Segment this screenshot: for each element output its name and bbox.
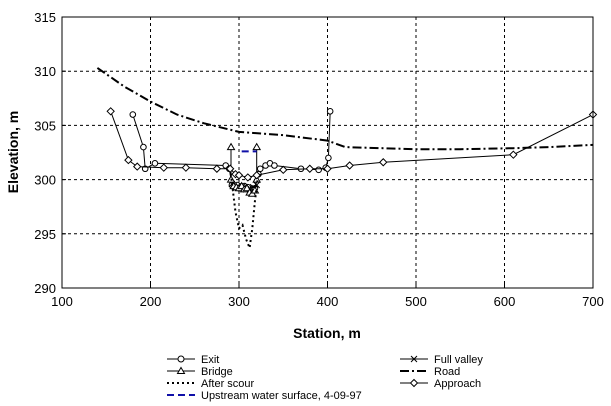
legend-label-bridge: Bridge <box>201 366 233 378</box>
y-tick-label: 290 <box>34 281 56 296</box>
legend-label-full-valley: Full valley <box>434 354 483 366</box>
series-road <box>96 67 594 151</box>
data-point-exit <box>151 160 159 167</box>
data-point-bridge <box>242 183 252 192</box>
data-point-bridge <box>226 142 236 151</box>
data-point-approach <box>212 164 222 173</box>
data-point-exit <box>325 154 332 162</box>
data-point-approach <box>133 162 142 171</box>
legend-marker-full-valley <box>410 355 418 363</box>
series-after_scour <box>229 168 259 252</box>
y-tick-label: 295 <box>34 227 56 242</box>
data-point-approach <box>159 163 168 172</box>
data-point-approach <box>252 171 261 180</box>
x-tick-label: 700 <box>582 294 604 309</box>
data-point-exit <box>256 165 264 173</box>
x-tick-label: 400 <box>317 294 339 309</box>
x-tick-label: 600 <box>494 294 516 309</box>
legend-marker-approach <box>409 378 419 388</box>
data-point-approach <box>379 158 388 167</box>
legend: Exit Bridge After scour Upstream water s… <box>167 354 483 402</box>
legend-label-road: Road <box>434 366 460 378</box>
legend-item-upstream: Upstream water surface, 4-09-97 <box>167 390 362 402</box>
grid-lines <box>62 17 593 288</box>
series-bridge <box>226 142 262 197</box>
data-point-exit <box>129 111 137 118</box>
data-point-approach <box>279 165 288 175</box>
series-line-road <box>96 67 594 151</box>
legend-item-road: Road <box>400 366 460 378</box>
data-point-approach <box>243 173 253 182</box>
x-tick-label: 300 <box>228 294 250 309</box>
y-tick-label: 310 <box>34 64 56 79</box>
x-tick-label: 500 <box>405 294 427 309</box>
data-point-exit <box>315 166 322 174</box>
y-tick-label: 305 <box>34 118 56 133</box>
y-tick-label: 315 <box>34 10 56 25</box>
y-tick-label: 300 <box>34 173 56 188</box>
data-point-exit <box>140 143 147 151</box>
x-tick-label: 200 <box>140 294 162 309</box>
data-point-approach <box>234 171 244 180</box>
series-line-approach <box>110 111 594 178</box>
series-approach <box>106 107 598 182</box>
data-point-approach <box>181 163 191 172</box>
series-layer <box>96 67 598 252</box>
legend-marker-bridge <box>176 366 186 374</box>
data-point-approach <box>106 107 115 116</box>
legend-item-bridge: Bridge <box>167 366 233 378</box>
legend-label-after-scour: After scour <box>201 378 255 390</box>
data-point-exit <box>271 162 278 169</box>
data-point-bridge <box>252 142 262 151</box>
legend-label-upstream: Upstream water surface, 4-09-97 <box>201 390 362 402</box>
x-axis-title: Station, m <box>293 325 361 341</box>
x-tick-label: 100 <box>51 294 73 309</box>
data-point-approach <box>323 164 332 173</box>
legend-label-approach: Approach <box>434 378 481 390</box>
data-point-approach <box>124 155 133 165</box>
data-point-approach <box>345 161 354 170</box>
legend-item-after-scour: After scour <box>167 378 255 390</box>
y-axis-title: Elevation, m <box>5 111 21 193</box>
legend-item-exit: Exit <box>167 354 219 366</box>
axis-ticks: 100 200 300 400 500 600 700 290 295 300 305 310 315 <box>34 10 604 309</box>
data-point-approach <box>509 150 518 159</box>
data-point-approach <box>305 164 315 173</box>
legend-item-approach: Approach <box>400 378 481 390</box>
legend-item-full-valley: Full valley <box>400 354 483 366</box>
legend-label-exit: Exit <box>201 354 219 366</box>
legend-marker-exit <box>177 355 185 363</box>
data-point-approach <box>225 164 235 173</box>
data-point-exit <box>326 108 334 115</box>
series-line-after_scour <box>229 168 259 252</box>
